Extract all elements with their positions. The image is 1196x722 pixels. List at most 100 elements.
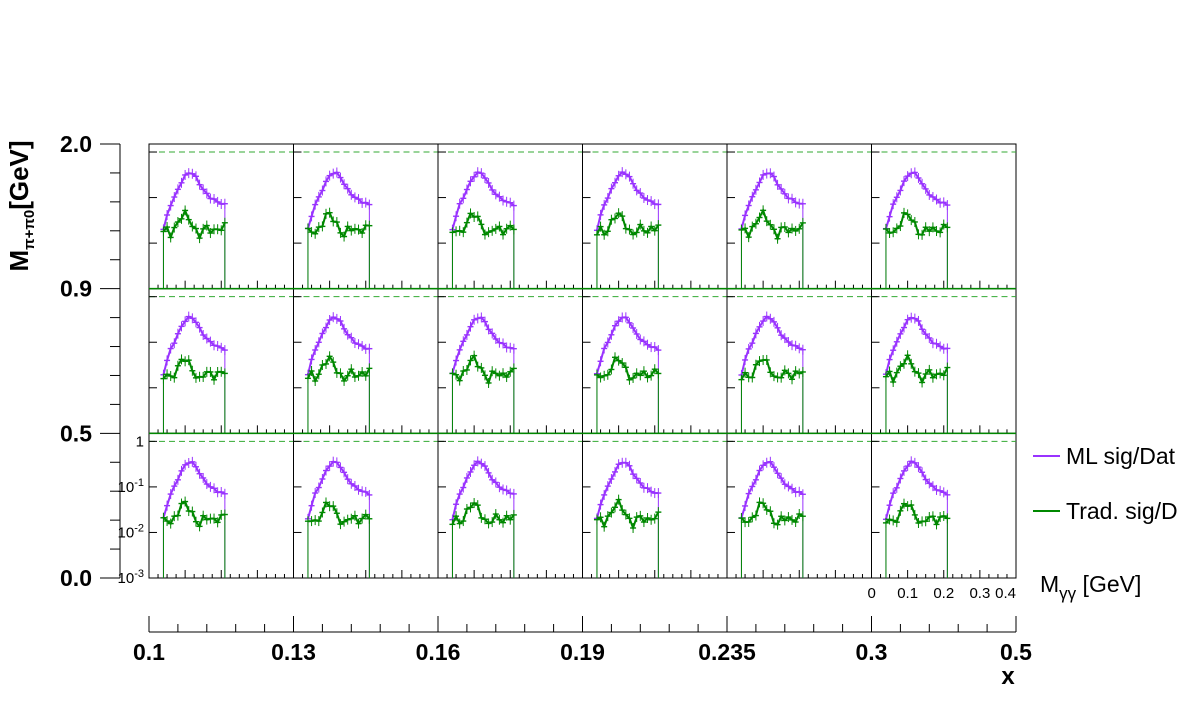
panel-grid	[148, 143, 1017, 579]
series-ml	[738, 311, 806, 434]
panel-r2-c1	[148, 288, 294, 434]
outer-x-axis: 0.1 0.13 0.16 0.19 0.235 0.3 0.5	[133, 616, 1032, 665]
panel-frame	[582, 432, 728, 579]
series-line	[451, 316, 515, 374]
series-trad	[882, 350, 951, 434]
series-line	[595, 461, 659, 519]
panel-frame	[148, 432, 294, 579]
legend-label: ML sig/Dat	[1066, 443, 1176, 469]
panel-r3-c6	[871, 432, 1017, 579]
series-line	[451, 460, 515, 520]
outer-x-tick-label: 0.13	[271, 639, 316, 665]
panel-r2-c6	[871, 288, 1017, 434]
panel-frame	[293, 143, 439, 290]
series-ml	[304, 167, 373, 289]
series-line	[306, 171, 370, 229]
panel-r3-c3	[437, 432, 583, 579]
series-line	[741, 207, 804, 242]
panel-frame	[148, 143, 294, 290]
series-line	[596, 355, 660, 382]
inner-x-tick-label: 0.2	[933, 585, 954, 602]
series-trad	[882, 498, 951, 578]
series-trad	[738, 354, 806, 434]
series-line	[884, 171, 948, 229]
series-line	[596, 211, 660, 237]
series-line	[884, 316, 948, 375]
panel-frame	[726, 288, 872, 434]
x-title-main: M	[1040, 571, 1059, 597]
panel-r1-c6	[871, 143, 1017, 290]
inner-x-tick-label: 0.3	[969, 585, 990, 602]
panel-r3-c4	[582, 432, 728, 579]
outer-x-tick-label: 0.19	[560, 639, 605, 665]
tick-base: 10	[118, 570, 135, 587]
outer-x-tick-label: 0.1	[133, 639, 165, 665]
panel-r2-c4	[582, 288, 728, 434]
series-line	[740, 358, 804, 382]
series-trad	[882, 207, 951, 289]
series-line	[162, 207, 226, 241]
series-line	[740, 172, 803, 230]
series-trad	[738, 205, 806, 289]
panel-r3-c5	[726, 432, 872, 579]
y-title-sub: π+π0	[21, 210, 38, 250]
panel-r1-c1	[148, 143, 294, 290]
panel-dividers	[149, 287, 1016, 435]
series-line	[595, 316, 660, 374]
panel-frame	[437, 432, 583, 579]
panel-frame	[726, 432, 872, 579]
series-trad	[160, 354, 228, 434]
outer-x-tick-label: 0.5	[1000, 639, 1032, 665]
inner-x-tick-label: 0	[868, 585, 876, 602]
outer-y-tick-label: 2.0	[60, 131, 92, 157]
series-line	[306, 316, 370, 375]
panel-frame	[871, 432, 1017, 579]
series-line	[885, 502, 948, 527]
series-line	[162, 172, 225, 230]
tick-base: 10	[118, 479, 135, 496]
tick-exponent: -2	[134, 522, 144, 534]
series-ml	[304, 312, 373, 434]
panel-frame	[582, 143, 728, 290]
panel-r1-c5	[726, 143, 872, 290]
series-line	[451, 501, 515, 526]
inner-y-tick-label: 10-2	[118, 522, 144, 541]
series-line	[884, 460, 948, 520]
y-title-main: M	[4, 250, 34, 272]
series-line	[307, 354, 371, 384]
panel-frame	[293, 288, 439, 434]
panel-frame	[437, 143, 583, 290]
inner-x-tick-label: 0.1	[897, 585, 918, 602]
series-trad	[593, 494, 662, 578]
x-title-unit: [GeV]	[1076, 571, 1141, 597]
outer-y-tick-label: 0.9	[60, 276, 92, 302]
series-line	[595, 170, 659, 231]
panel-r1-c3	[437, 143, 583, 290]
series-trad	[449, 498, 517, 578]
panel-r3-c2	[293, 432, 439, 579]
tick-exponent: -1	[134, 477, 144, 489]
outer-x-tick-label: 0.235	[698, 639, 756, 665]
series-trad	[304, 351, 373, 434]
series-line	[885, 352, 949, 386]
outer-y-tick-label: 0.5	[60, 420, 92, 446]
outer-y-axis-title: Mπ+π0[GeV]	[4, 140, 38, 271]
series-line	[451, 171, 515, 230]
outer-x-axis-title: x	[1001, 663, 1015, 690]
inner-y-tick-label: 1	[136, 433, 144, 450]
series-line	[596, 496, 660, 531]
series-line	[162, 460, 226, 519]
panel-frame	[437, 288, 583, 434]
series-trad	[738, 497, 806, 578]
inner-x-axis-title: Mγγ [GeV]	[1040, 571, 1141, 603]
panel-frame	[726, 143, 872, 290]
series-trad	[160, 496, 228, 578]
series-trad	[593, 208, 662, 289]
series-ml	[593, 167, 662, 289]
panel-r2-c2	[293, 288, 439, 434]
series-line	[740, 460, 804, 519]
series-trad	[449, 350, 517, 434]
inner-y-tick-label: 10-3	[118, 568, 144, 587]
outer-x-tick-label: 0.3	[856, 639, 888, 665]
